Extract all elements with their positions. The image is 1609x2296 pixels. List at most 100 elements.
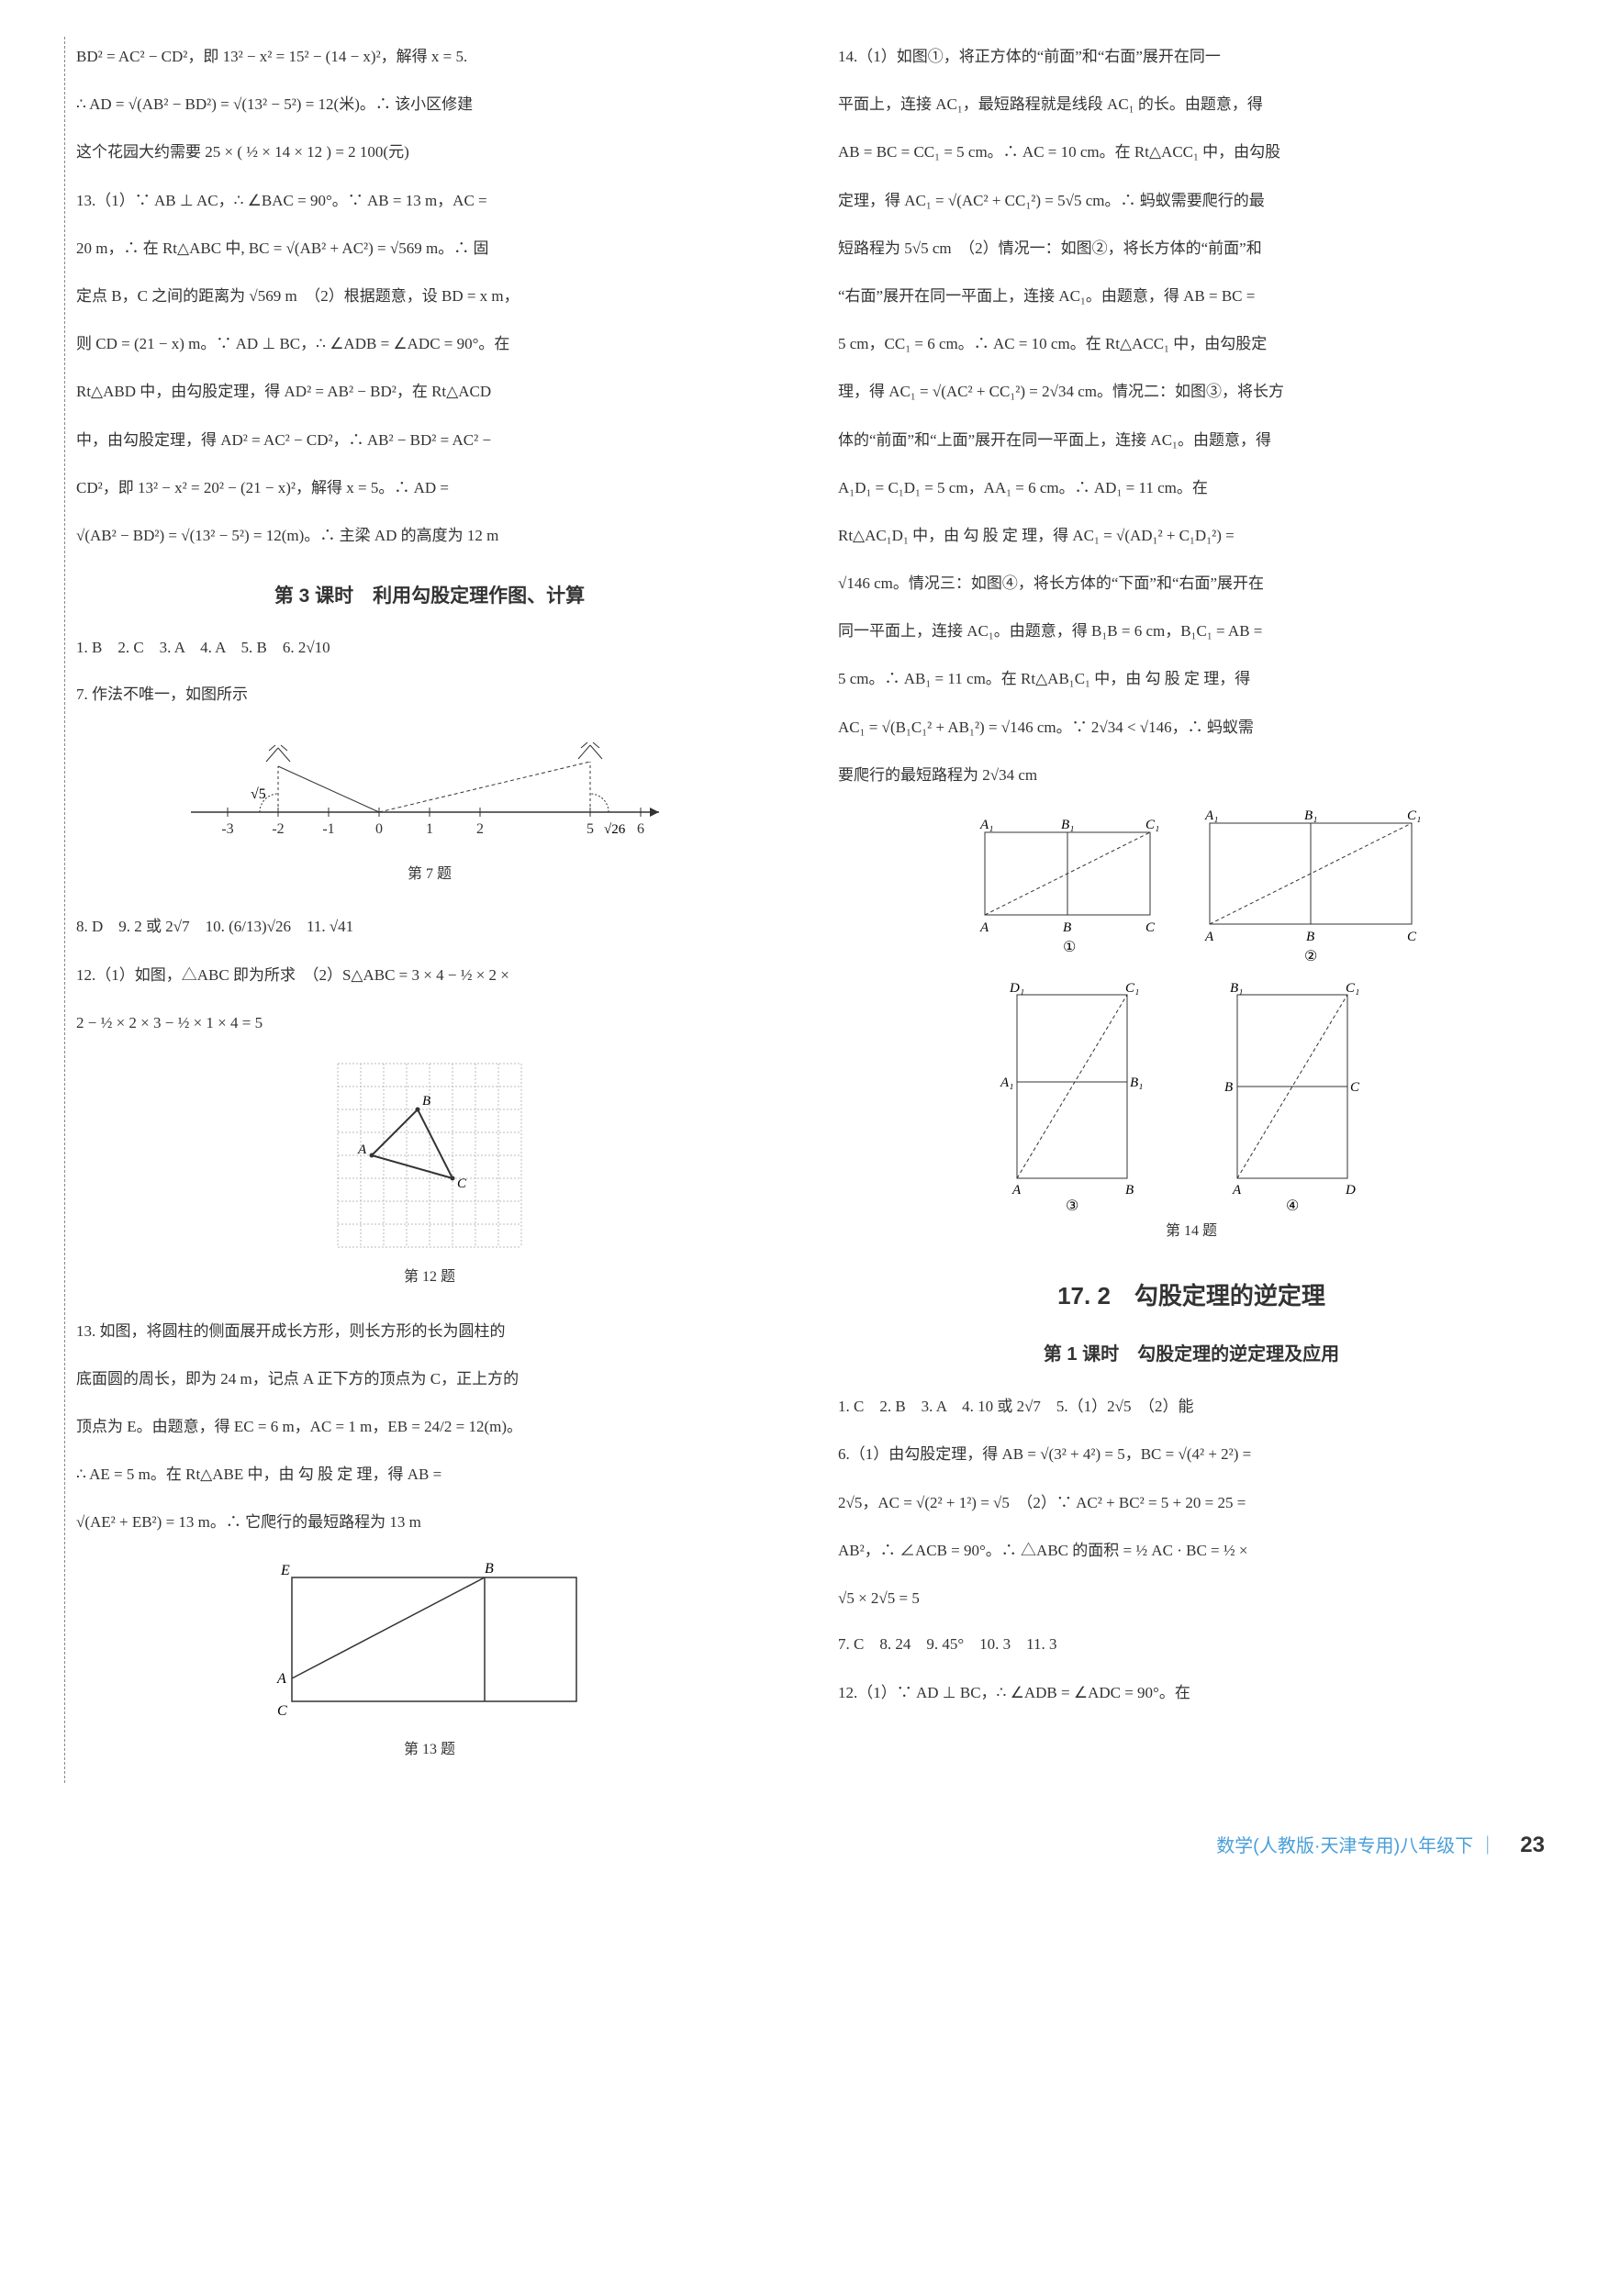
answer-7: 7. 作法不唯一，如图所示 [76,676,783,714]
problem-14-text: A₁D₁ = C₁D₁ = 5 cm，AA₁ = 6 cm。∴ AD₁ = 11… [838,468,1545,508]
svg-text:C₁: C₁ [1145,818,1159,832]
svg-text:C₁: C₁ [1407,808,1421,823]
svg-text:B: B [422,1094,430,1109]
answers-line: 7. C 8. 24 9. 45° 10. 3 11. 3 [838,1626,1545,1664]
svg-text:0: 0 [375,821,383,837]
svg-text:B₁: B₁ [1130,1076,1143,1090]
section-3-title: 第 3 课时 利用勾股定理作图、计算 [76,574,783,619]
svg-text:A: A [1204,930,1214,944]
problem-13b-text: ∴ AE = 5 m。在 Rt△ABE 中，由 勾 股 定 理，得 AB = [76,1455,783,1495]
svg-text:C₁: C₁ [1346,981,1359,996]
problem-14-text: 定理，得 AC₁ = √(AC² + CC₁²) = 5√5 cm。∴ 蚂蚁需要… [838,181,1545,221]
problem-14-text: Rt△AC₁D₁ 中，由 勾 股 定 理，得 AC₁ = √(AD₁² + C₁… [838,516,1545,556]
section-17-2-title: 17. 2 勾股定理的逆定理 [838,1269,1545,1324]
problem-14-text: 短路程为 5√5 cm （2）情况一：如图②，将长方体的“前面”和 [838,228,1545,269]
problem-14-text: 体的“前面”和“上面”展开在同一平面上，连接 AC₁。由题意，得 [838,420,1545,461]
svg-text:-1: -1 [322,821,334,837]
answers-line: 8. D 9. 2 或 2√7 10. (6/13)√26 11. √41 [76,908,783,946]
svg-text:A: A [276,1671,286,1687]
problem-13-text: 定点 B，C 之间的距离为 √569 m （2）根据题意，设 BD = x m， [76,276,783,317]
svg-text:C: C [1407,930,1417,944]
problem-14-text: 要爬行的最短路程为 2√34 cm [838,755,1545,796]
problem-6-text: 2√5，AC = √(2² + 1²) = √5 （2）∵ AC² + BC² … [838,1483,1545,1523]
svg-text:B₁: B₁ [1230,981,1243,996]
svg-text:B: B [1224,1080,1233,1095]
svg-text:D: D [1345,1183,1356,1198]
footer-divider: ｜ [1479,1836,1497,1856]
svg-text:C: C [457,1176,467,1191]
svg-text:B₁: B₁ [1061,818,1074,832]
svg-text:E: E [280,1563,290,1578]
problem-14-text: √146 cm。情况三：如图④，将长方体的“下面”和“右面”展开在 [838,563,1545,604]
svg-text:-2: -2 [272,821,284,837]
problem-14-text: 理，得 AC₁ = √(AC² + CC₁²) = 2√34 cm。情况二：如图… [838,372,1545,412]
figure-13-caption: 第 13 题 [76,1733,783,1767]
svg-text:A: A [1011,1183,1022,1198]
problem-12r-text: 12.（1）∵ AD ⊥ BC，∴ ∠ADB = ∠ADC = 90°。在 [838,1673,1545,1713]
svg-text:B: B [1306,930,1314,944]
svg-text:B₁: B₁ [1304,808,1317,823]
svg-text:C: C [1145,920,1156,935]
svg-text:1: 1 [426,821,433,837]
problem-text: BD² = AC² − CD²，即 13² − x² = 15² − (14 −… [76,37,783,77]
problem-13-text: 20 m，∴ 在 Rt△ABC 中, BC = √(AB² + AC²) = √… [76,228,783,269]
problem-13b-text: √(AE² + EB²) = 13 m。∴ 它爬行的最短路程为 13 m [76,1502,783,1543]
problem-13-text: 13.（1）∵ AB ⊥ AC，∴ ∠BAC = 90°。∵ AB = 13 m… [76,181,783,221]
svg-text:①: ① [1063,940,1076,955]
problem-6-text: √5 × 2√5 = 5 [838,1578,1545,1619]
problem-13-text: Rt△ABD 中，由勾股定理，得 AD² = AB² − BD²，在 Rt△AC… [76,372,783,412]
problem-14-text: 5 cm。∴ AB₁ = 11 cm。在 Rt△AB₁C₁ 中，由 勾 股 定 … [838,659,1545,699]
problem-12-text: 12.（1）如图，△ABC 即为所求 （2）S△ABC = 3 × 4 − ½ … [76,955,783,996]
figure-12: A B C 第 12 题 [76,1054,783,1295]
svg-text:②: ② [1304,949,1317,964]
svg-text:C: C [277,1703,287,1719]
problem-13-text: CD²，即 13² − x² = 20² − (21 − x)²，解得 x = … [76,468,783,508]
right-column: 14.（1）如图①，将正方体的“前面”和“右面”展开在同一 平面上，连接 AC₁… [838,37,1545,1783]
page-number: 23 [1520,1833,1545,1857]
problem-14-text: 14.（1）如图①，将正方体的“前面”和“右面”展开在同一 [838,37,1545,77]
figure-7-caption: 第 7 题 [76,858,783,892]
page-footer: 数学(人教版·天津专用)八年级下 ｜ 23 [64,1820,1545,1870]
problem-6-text: 6.（1）由勾股定理，得 AB = √(3² + 4²) = 5，BC = √(… [838,1434,1545,1475]
svg-text:A: A [979,920,989,935]
svg-text:A: A [357,1142,367,1157]
footer-text: 数学(人教版·天津专用)八年级下 [1216,1836,1473,1856]
problem-14-text: “右面”展开在同一平面上，连接 AC₁。由题意，得 AB = BC = [838,276,1545,317]
svg-text:B: B [1125,1183,1134,1198]
problem-13b-text: 底面圆的周长，即为 24 m，记点 A 正下方的顶点为 C，正上方的 [76,1359,783,1399]
problem-14-text: 同一平面上，连接 AC₁。由题意，得 B₁B = 6 cm，B₁C₁ = AB … [838,611,1545,652]
answers-line: 1. C 2. B 3. A 4. 10 或 2√7 5.（1）2√5 （2）能 [838,1388,1545,1426]
svg-text:④: ④ [1286,1198,1299,1210]
problem-text: ∴ AD = √(AB² − BD²) = √(13² − 5²) = 12(米… [76,84,783,125]
svg-text:③: ③ [1066,1198,1078,1210]
svg-text:5: 5 [587,821,594,837]
svg-text:C: C [1350,1080,1360,1095]
figure-12-caption: 第 12 题 [76,1261,783,1295]
svg-text:√5: √5 [251,786,266,802]
problem-13-text: 则 CD = (21 − x) m。∵ AD ⊥ BC，∴ ∠ADB = ∠AD… [76,324,783,364]
problem-text: 这个花园大约需要 25 × ( ½ × 14 × 12 ) = 2 100(元) [76,132,783,173]
svg-text:A₁: A₁ [1204,808,1218,823]
left-column: BD² = AC² − CD²，即 13² − x² = 15² − (14 −… [64,37,783,1783]
svg-text:A₁: A₁ [979,818,993,832]
figure-14: A₁ B₁ C₁ A B C ① A₁ B₁ C₁ A B [838,807,1545,1249]
answers-line: 1. B 2. C 3. A 4. A 5. B 6. 2√10 [76,630,783,667]
problem-14-text: AB = BC = CC₁ = 5 cm。∴ AC = 10 cm。在 Rt△A… [838,132,1545,173]
svg-text:A₁: A₁ [1000,1076,1013,1090]
problem-13b-text: 顶点为 E。由题意，得 EC = 6 m，AC = 1 m，EB = 24/2 … [76,1407,783,1447]
figure-7: -3 -2 -1 0 1 2 5 6 √5 √26 [76,725,783,892]
svg-text:2: 2 [476,821,484,837]
problem-13-text: 中，由勾股定理，得 AD² = AC² − CD²，∴ AB² − BD² = … [76,420,783,461]
subsection-1-title: 第 1 课时 勾股定理的逆定理及应用 [838,1333,1545,1376]
problem-14-text: 平面上，连接 AC₁，最短路程就是线段 AC₁ 的长。由题意，得 [838,84,1545,125]
svg-text:6: 6 [637,821,644,837]
svg-text:C₁: C₁ [1125,981,1139,996]
problem-14-text: 5 cm，CC₁ = 6 cm。∴ AC = 10 cm。在 Rt△ACC₁ 中… [838,324,1545,364]
problem-14-text: AC₁ = √(B₁C₁² + AB₁²) = √146 cm。∵ 2√34 <… [838,708,1545,748]
problem-13b-text: 13. 如图，将圆柱的侧面展开成长方形，则长方形的长为圆柱的 [76,1311,783,1352]
svg-text:B: B [1063,920,1071,935]
figure-13: E B A C 第 13 题 [76,1555,783,1767]
figure-14-caption: 第 14 题 [838,1215,1545,1249]
problem-12-text: 2 − ½ × 2 × 3 − ½ × 1 × 4 = 5 [76,1003,783,1043]
svg-text:A: A [1232,1183,1242,1198]
